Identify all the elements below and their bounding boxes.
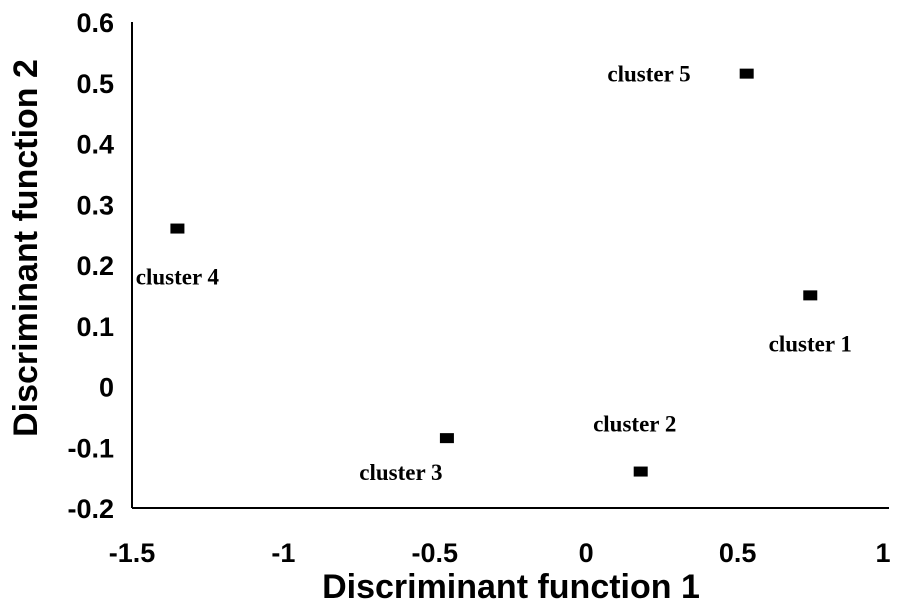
- point-label: cluster 1: [769, 331, 852, 356]
- y-tick-labels: 0.6 0.5 0.4 0.3 0.2 0.1 0 -0.1 -0.2: [67, 8, 114, 524]
- data-point: [803, 290, 818, 301]
- x-tick-label: -1.5: [109, 538, 156, 568]
- data-point: [439, 433, 454, 444]
- x-tick-label: -1: [271, 538, 295, 568]
- y-tick-label: 0.2: [76, 251, 114, 281]
- data-point: [633, 466, 648, 477]
- x-tick-label: 1: [875, 538, 890, 568]
- point-label: cluster 2: [593, 412, 676, 437]
- x-tick-label: 0: [579, 538, 594, 568]
- point-label: cluster 3: [359, 460, 442, 485]
- x-tick-label: 0.5: [719, 538, 757, 568]
- y-tick-label: 0.4: [76, 130, 114, 160]
- y-tick-label: 0.6: [76, 8, 114, 38]
- y-tick-label: 0: [99, 373, 114, 403]
- y-axis-title: Discriminant function 2: [7, 59, 45, 437]
- x-tick-labels: -1.5 -1 -0.5 0 0.5 1: [109, 538, 891, 568]
- data-points: [170, 68, 818, 477]
- x-tick-label: -0.5: [412, 538, 459, 568]
- point-label: cluster 5: [607, 62, 690, 87]
- y-tick-label: 0.1: [76, 312, 114, 342]
- data-point: [170, 223, 185, 234]
- point-labels: cluster 1 cluster 2 cluster 3 cluster 4 clus…: [136, 62, 852, 486]
- y-tick-label: -0.1: [67, 433, 114, 463]
- data-point: [739, 68, 754, 79]
- point-label: cluster 4: [136, 265, 220, 290]
- y-tick-label: -0.2: [67, 494, 114, 524]
- axes: [131, 22, 889, 509]
- x-axis-title: Discriminant function 1: [322, 568, 700, 606]
- y-tick-label: 0.3: [76, 190, 114, 220]
- y-tick-label: 0.5: [76, 69, 114, 99]
